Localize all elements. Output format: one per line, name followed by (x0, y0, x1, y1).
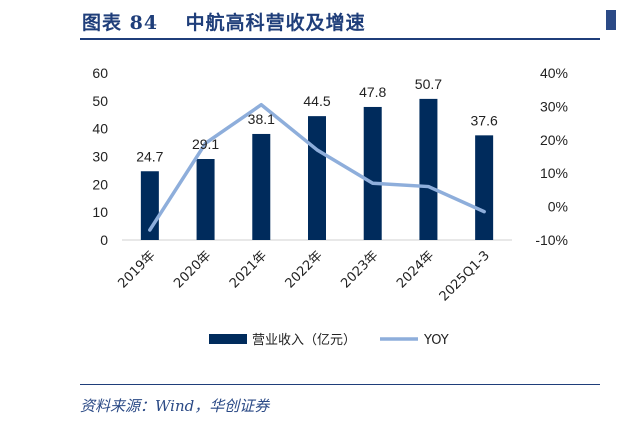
x-axis-tick-label: 2024年 (394, 248, 437, 291)
revenue-bar (252, 133, 271, 240)
right-axis-tick-label: 20% (540, 132, 568, 148)
x-axis-tick-label: 2022年 (283, 248, 326, 291)
legend-bar-label: 营业收入（亿元） (252, 333, 356, 348)
left-axis-tick-label: 50 (92, 93, 108, 109)
right-axis-tick-label: 40% (540, 65, 568, 81)
revenue-bar (419, 98, 438, 240)
right-axis-tick-label: -10% (535, 232, 568, 248)
revenue-bar (363, 106, 382, 240)
bar-data-label: 24.7 (136, 148, 163, 164)
figure-title: 图表 84 中航高科营收及增速 (82, 12, 366, 34)
right-axis-tick-label: 0% (548, 199, 568, 215)
source-note: 资料来源：Wind，华创证券 (80, 397, 270, 415)
bar-data-label: 29.1 (192, 136, 219, 152)
source-divider (80, 384, 600, 385)
yoy-point (204, 141, 208, 145)
revenue-bar (308, 116, 326, 240)
left-axis-tick-label: 60 (92, 65, 108, 81)
right-axis-ticks: -10% 0% 10% 20% 30% 40% (535, 65, 568, 248)
next-figure-edge-mark (606, 10, 616, 30)
bars-layer (140, 98, 494, 240)
revenue-bar (196, 159, 215, 240)
legend-bar-swatch (209, 334, 247, 344)
yoy-point (371, 181, 375, 185)
left-axis-tick-label: 30 (92, 149, 108, 165)
left-axis-tick-label: 10 (92, 204, 108, 220)
yoy-point (482, 210, 486, 214)
title-bar: 图表 84 中航高科营收及增速 (0, 0, 600, 44)
yoy-point (259, 103, 263, 107)
bar-data-label: 38.1 (248, 111, 275, 127)
left-axis-ticks: 0 10 20 30 40 50 60 (92, 65, 108, 248)
right-axis-tick-label: 10% (540, 165, 568, 181)
left-axis-tick-label: 40 (92, 121, 108, 137)
bar-data-label: 50.7 (415, 76, 442, 92)
left-axis-tick-label: 20 (92, 176, 108, 192)
x-axis-ticks: 2019年 2020年 2021年 2022年 2023年 2024年 2025Q1-3 (115, 248, 492, 304)
yoy-point (148, 228, 152, 232)
bar-data-label: 44.5 (303, 93, 330, 109)
legend-line-label: YOY (423, 333, 449, 348)
yoy-line-layer (148, 102, 486, 232)
revenue-bar (475, 135, 494, 240)
x-axis-tick-label: 2019年 (115, 248, 158, 291)
title-underline (80, 38, 600, 40)
right-axis-tick-label: 30% (540, 98, 568, 114)
x-axis-tick-label: 2023年 (338, 248, 381, 291)
legend: 营业收入（亿元） YOY (209, 333, 449, 348)
data-labels-layer: 24.7 29.1 38.1 44.5 47.8 50.7 37.6 (136, 76, 498, 164)
left-axis-tick-label: 0 (100, 232, 108, 248)
yoy-point (426, 185, 430, 189)
bar-data-label: 47.8 (359, 84, 386, 100)
x-axis-tick-label: 2021年 (227, 248, 270, 291)
x-axis-tick-label: 2025Q1-3 (437, 248, 493, 304)
x-axis-tick-label: 2020年 (171, 248, 214, 291)
bar-data-label: 37.6 (471, 112, 498, 128)
yoy-point (315, 148, 319, 152)
